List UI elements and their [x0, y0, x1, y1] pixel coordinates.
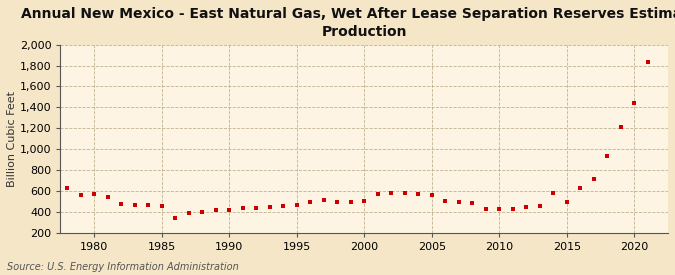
Y-axis label: Billion Cubic Feet: Billion Cubic Feet: [7, 90, 17, 187]
Point: [494, 207, 505, 211]
Point: [467, 200, 478, 205]
Point: [265, 205, 275, 209]
Point: [413, 192, 424, 197]
Point: [238, 206, 248, 210]
Point: [589, 177, 599, 182]
Point: [427, 193, 437, 197]
Point: [359, 199, 370, 204]
Point: [292, 203, 302, 208]
Point: [251, 206, 262, 210]
Point: [562, 200, 572, 205]
Point: [629, 100, 640, 105]
Point: [602, 154, 613, 159]
Title: Annual New Mexico - East Natural Gas, Wet After Lease Separation Reserves Estima: Annual New Mexico - East Natural Gas, We…: [21, 7, 675, 39]
Point: [548, 191, 559, 195]
Point: [142, 203, 153, 208]
Point: [278, 204, 289, 209]
Point: [61, 185, 72, 190]
Point: [115, 202, 126, 207]
Point: [400, 191, 410, 196]
Point: [197, 210, 208, 214]
Point: [535, 204, 545, 208]
Point: [332, 200, 343, 204]
Point: [88, 192, 99, 197]
Point: [346, 200, 356, 204]
Point: [373, 192, 383, 197]
Point: [102, 195, 113, 199]
Point: [319, 198, 329, 202]
Point: [454, 200, 464, 205]
Text: Source: U.S. Energy Information Administration: Source: U.S. Energy Information Administ…: [7, 262, 238, 272]
Point: [75, 193, 86, 198]
Point: [508, 206, 518, 211]
Point: [440, 199, 451, 204]
Point: [575, 186, 586, 190]
Point: [521, 205, 532, 209]
Point: [643, 60, 653, 65]
Point: [224, 208, 235, 212]
Point: [184, 210, 194, 215]
Point: [616, 125, 626, 129]
Point: [481, 206, 491, 211]
Point: [156, 204, 167, 208]
Point: [169, 216, 180, 220]
Point: [305, 200, 316, 205]
Point: [211, 208, 221, 212]
Point: [129, 203, 140, 207]
Point: [386, 191, 397, 196]
